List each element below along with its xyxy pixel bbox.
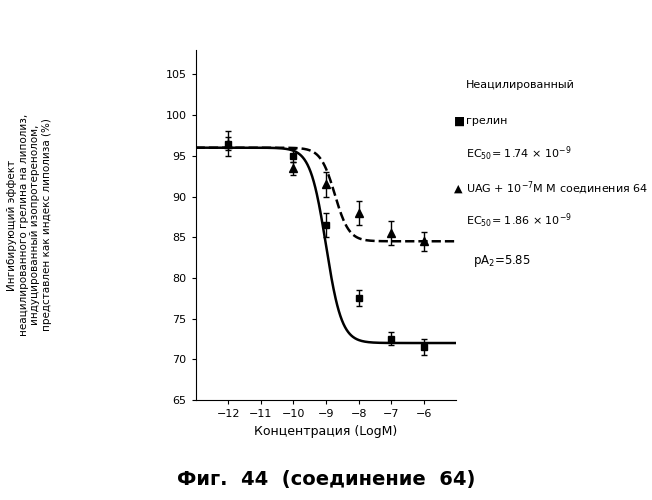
Text: Фиг.  44  (соединение  64): Фиг. 44 (соединение 64)	[177, 470, 475, 490]
Text: EC$_{50}$= 1.74 × 10$^{-9}$: EC$_{50}$= 1.74 × 10$^{-9}$	[466, 144, 572, 162]
Text: Неацилированный: Неацилированный	[466, 80, 575, 90]
Text: UAG + 10$^{-7}$M M соединения 64: UAG + 10$^{-7}$M M соединения 64	[466, 180, 648, 197]
Text: ▲: ▲	[454, 184, 463, 194]
Text: pA$_2$=5.85: pA$_2$=5.85	[473, 253, 531, 269]
Text: Ингибирующий эффект
неацилированного грелина на липолиз,
индуцированный изопроте: Ингибирующий эффект неацилированного гре…	[7, 114, 52, 336]
Text: EC$_{50}$= 1.86 × 10$^{-9}$: EC$_{50}$= 1.86 × 10$^{-9}$	[466, 212, 572, 230]
Text: ■: ■	[454, 114, 466, 128]
X-axis label: Концентрация (LogM): Концентрация (LogM)	[254, 424, 398, 438]
Text: грелин: грелин	[466, 116, 507, 126]
